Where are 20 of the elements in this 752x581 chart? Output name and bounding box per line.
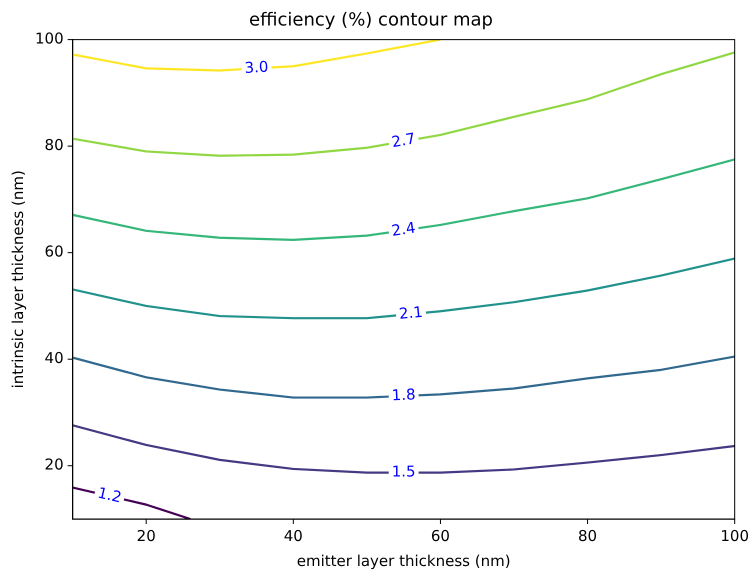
x-tick-label: 60 — [430, 526, 450, 545]
annotation: 1.5 — [392, 462, 416, 481]
annotation: 2.4 — [390, 218, 417, 240]
x-tick-label: 100 — [720, 526, 750, 545]
y-tick-label: 100 — [34, 29, 64, 48]
y-axis-title: intrinsic layer thickness (nm) — [8, 170, 27, 388]
x-tick-label: 20 — [136, 526, 156, 545]
x-axis-title: emitter layer thickness (nm) — [296, 552, 511, 570]
y-tick-label: 20 — [44, 456, 64, 474]
x-tick-label: 80 — [578, 526, 598, 545]
y-tick-label: 80 — [44, 136, 64, 154]
x-tick-label: 40 — [284, 526, 303, 545]
y-tick-label: 40 — [44, 349, 64, 368]
annotation: 3.0 — [244, 58, 269, 77]
y-tick-label: 60 — [44, 242, 64, 261]
annotation: 1.8 — [391, 385, 416, 404]
annotation: 2.7 — [390, 129, 417, 152]
annotation: 1.2 — [96, 484, 124, 506]
annotation: 2.1 — [398, 302, 424, 323]
chart-title: efficiency (%) contour map — [249, 9, 493, 30]
